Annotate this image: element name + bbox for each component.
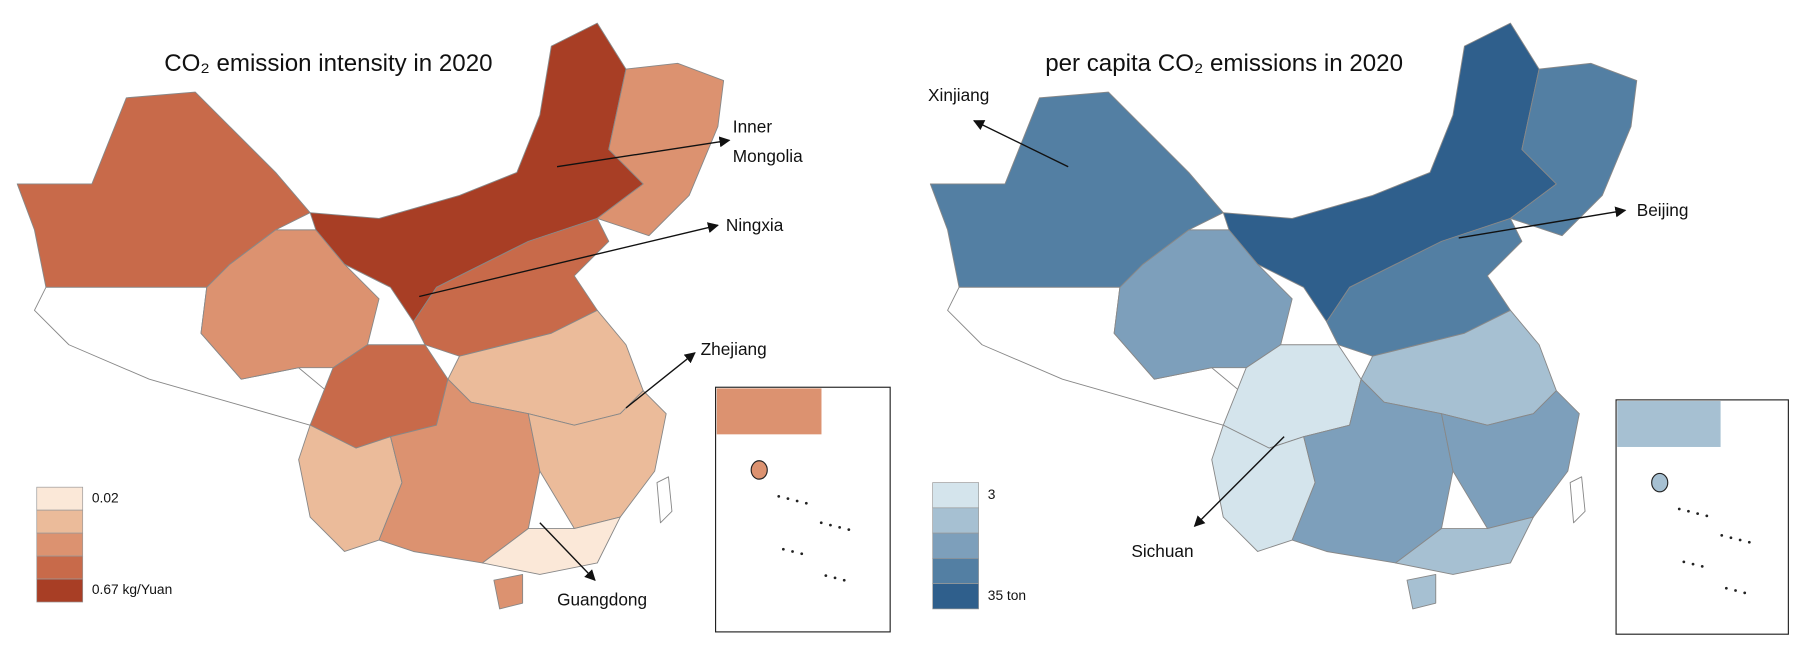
annotation-arrow xyxy=(539,522,596,582)
annotation-label: Beijing xyxy=(1637,200,1689,220)
inset-islet xyxy=(791,550,794,553)
region-taiwan xyxy=(1569,476,1586,524)
legend-swatch xyxy=(932,482,979,509)
inset-islet xyxy=(847,528,851,532)
annotation-label: Xinjiang xyxy=(928,85,989,105)
annotation-label: Inner Mongolia xyxy=(732,117,803,167)
legend-swatch xyxy=(36,532,84,557)
inset-islet xyxy=(781,547,785,551)
inset-islet xyxy=(1743,591,1747,595)
legend-max-label: 0.67 kg/Yuan xyxy=(92,582,172,597)
map-per-capita: per capita CO₂ emissions in 2020 3 35 ton X… xyxy=(928,22,1789,635)
legend-swatch xyxy=(932,583,979,610)
inset-islet xyxy=(804,501,808,505)
inset-islet xyxy=(1738,538,1742,542)
annotation-arrow xyxy=(1193,436,1285,528)
annotation-arrow xyxy=(1458,206,1627,239)
inset-islet xyxy=(786,497,790,501)
region-qinghai xyxy=(1113,229,1293,380)
map-title: CO₂ emission intensity in 2020 xyxy=(164,50,492,77)
region-guangdong xyxy=(481,516,621,575)
inset-islet xyxy=(795,499,799,503)
inset-islet xyxy=(833,576,837,580)
inset-land xyxy=(1617,401,1721,447)
legend-swatch xyxy=(932,532,979,559)
region-hainan xyxy=(1406,574,1437,610)
map-title: per capita CO₂ emissions in 2020 xyxy=(1045,50,1403,77)
inset-islet xyxy=(1720,534,1724,537)
legend-max-label: 35 ton xyxy=(988,588,1026,603)
legend-min-label: 3 xyxy=(988,487,996,502)
inset-islet xyxy=(1677,507,1681,511)
annotation-label: Guangdong xyxy=(557,589,647,609)
annotation-arrow xyxy=(973,120,1069,168)
map-intensity: CO₂ emission intensity in 2020 0.02 0.67 k… xyxy=(16,22,891,633)
inset-islet xyxy=(1705,514,1709,518)
region-southeast xyxy=(527,390,667,529)
annotation-arrow xyxy=(419,222,719,298)
inset-islet xyxy=(1734,589,1737,592)
inset-islet xyxy=(1729,536,1733,540)
legend-swatch xyxy=(36,578,84,603)
inset-land xyxy=(716,388,822,435)
region-qinghai xyxy=(200,229,380,380)
legend-min-label: 0.02 xyxy=(92,490,119,505)
annotation-arrow xyxy=(556,136,731,168)
inset-islet xyxy=(842,578,846,582)
region-hainan xyxy=(493,574,524,610)
inset-islet xyxy=(1682,560,1686,564)
inset-islet xyxy=(800,552,804,556)
region-taiwan xyxy=(656,476,673,524)
inset-islet xyxy=(1724,586,1728,590)
region-northeast xyxy=(1509,62,1638,237)
region-northeast xyxy=(596,62,725,237)
inset-islet xyxy=(819,521,823,525)
inset-islet xyxy=(777,494,781,498)
annotation-box: Inner Mongolia xyxy=(732,117,803,167)
legend-swatch xyxy=(36,509,84,534)
legend-swatch xyxy=(932,558,979,585)
annotation-arrow xyxy=(625,352,696,409)
legend-swatch xyxy=(36,555,84,580)
region-southeast xyxy=(1441,390,1580,529)
inset-islet xyxy=(824,574,828,577)
annotation-label: Zhejiang xyxy=(701,339,767,359)
region-guangdong xyxy=(1395,516,1534,575)
inset-islet xyxy=(1691,562,1695,566)
inset-islet xyxy=(1747,540,1751,544)
annotation-label: Sichuan xyxy=(1131,541,1193,561)
inset-islet xyxy=(1687,509,1690,513)
legend-swatch xyxy=(36,486,84,511)
inset-island xyxy=(750,460,768,480)
inset-island xyxy=(1651,472,1669,493)
legend-swatch xyxy=(932,507,979,534)
inset-islet xyxy=(838,525,842,529)
inset-islet xyxy=(829,523,832,527)
inset-islet xyxy=(1700,565,1704,568)
annotation-label: Ningxia xyxy=(726,215,784,235)
inset-islet xyxy=(1696,512,1700,515)
